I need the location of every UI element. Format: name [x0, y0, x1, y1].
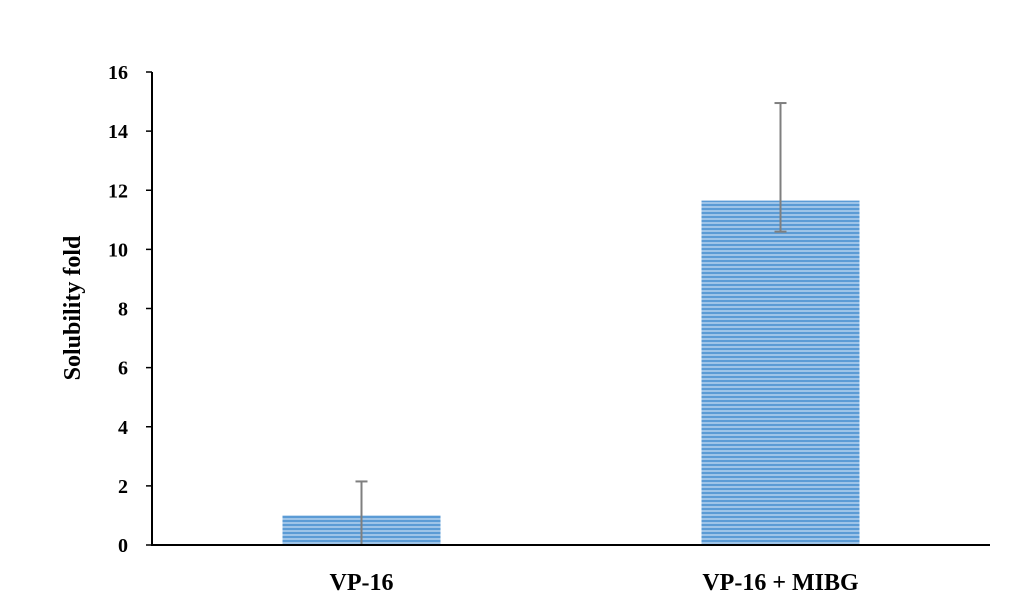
- y-tick-label: 14: [108, 121, 128, 143]
- y-axis-title: Solubility fold: [60, 235, 86, 380]
- y-tick-label: 6: [118, 358, 128, 380]
- x-category-label: VP-16 + MIBG: [702, 570, 859, 596]
- y-tick-label: 10: [108, 239, 128, 261]
- y-tick-label: 2: [118, 476, 128, 498]
- bars: [282, 200, 860, 546]
- x-axis-labels: VP-16 VP-16 + MIBG: [330, 570, 859, 596]
- y-tick-label: 4: [118, 417, 128, 439]
- x-category-label: VP-16: [330, 570, 394, 596]
- y-tick-label: 0: [118, 535, 128, 557]
- bar: [701, 200, 860, 546]
- y-tick-label: 12: [108, 180, 128, 202]
- error-bars: [355, 102, 787, 545]
- y-tick-label: 16: [108, 62, 128, 84]
- y-axis: 0 2 4 6 8 10 12 14 16: [108, 62, 152, 557]
- y-tick-label: 8: [118, 299, 128, 321]
